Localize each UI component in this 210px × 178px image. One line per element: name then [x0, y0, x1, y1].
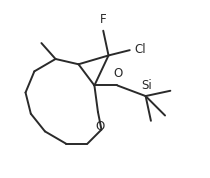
- Text: F: F: [100, 13, 106, 26]
- Text: Si: Si: [141, 79, 152, 92]
- Text: O: O: [95, 120, 104, 133]
- Text: Cl: Cl: [134, 43, 146, 56]
- Text: O: O: [114, 67, 123, 80]
